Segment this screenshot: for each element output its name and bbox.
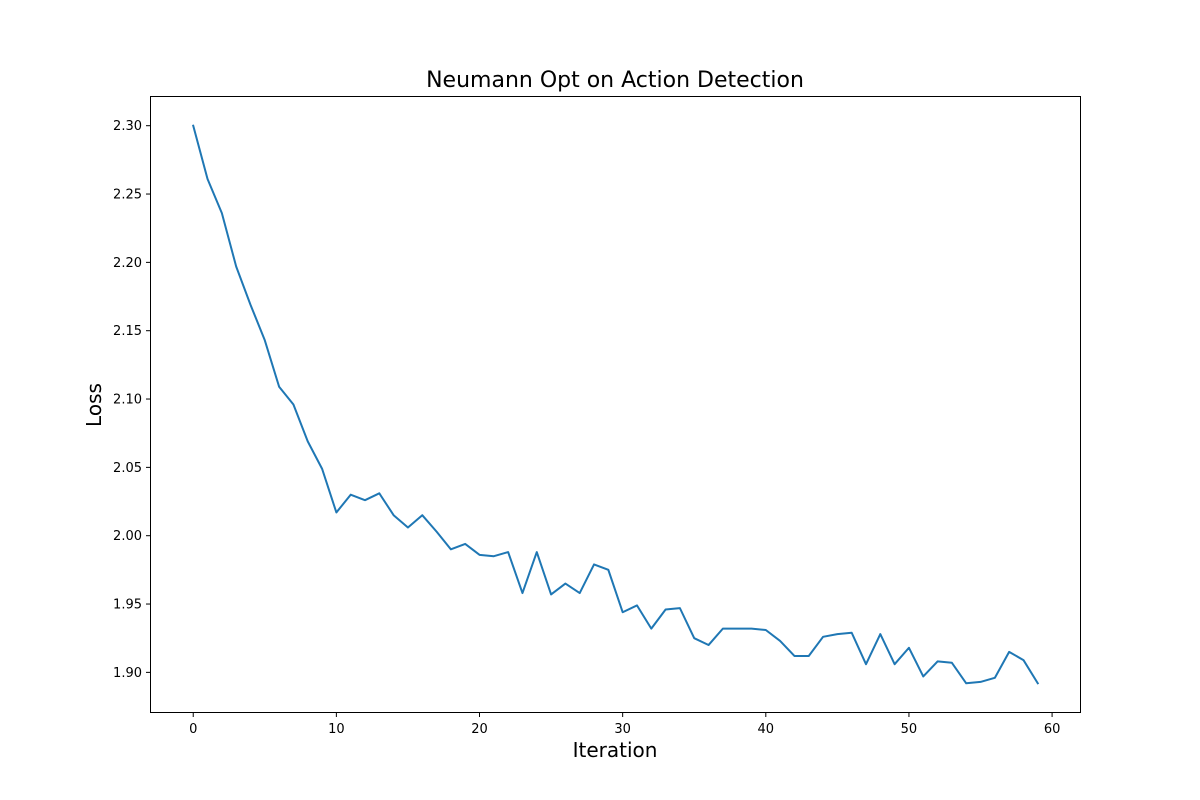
x-tick-label: 20 — [471, 722, 488, 737]
y-tick-label: 2.25 — [113, 188, 142, 203]
chart-title: Neumann Opt on Action Detection — [426, 68, 804, 93]
plot-frame — [150, 96, 1081, 713]
x-tick-label: 60 — [1044, 722, 1061, 737]
y-tick-label: 2.30 — [113, 119, 142, 134]
y-tick-label: 2.10 — [113, 393, 142, 408]
y-axis-label: Loss — [82, 383, 106, 427]
y-tick-label: 2.20 — [113, 256, 142, 271]
y-tick-label: 2.15 — [113, 324, 142, 339]
y-tick-label: 1.95 — [113, 598, 142, 613]
x-tick-label: 10 — [328, 722, 345, 737]
x-tick-label: 40 — [758, 722, 775, 737]
x-axis-label: Iteration — [573, 738, 658, 762]
x-tick-label: 0 — [189, 722, 197, 737]
x-tick-label: 50 — [901, 722, 918, 737]
x-axis: 0 10 20 30 40 50 60 — [189, 712, 1060, 737]
series-layer — [192, 124, 1040, 685]
y-axis: 1.90 1.95 2.00 2.05 2.10 2.15 2.20 2.25 2.30 — [113, 119, 151, 681]
loss-series-line — [192, 124, 1040, 685]
y-tick-label: 2.05 — [113, 461, 142, 476]
y-tick-label: 1.90 — [113, 666, 142, 681]
y-tick-label: 2.00 — [113, 529, 142, 544]
plot-area — [150, 96, 1081, 713]
x-tick-label: 30 — [614, 722, 631, 737]
